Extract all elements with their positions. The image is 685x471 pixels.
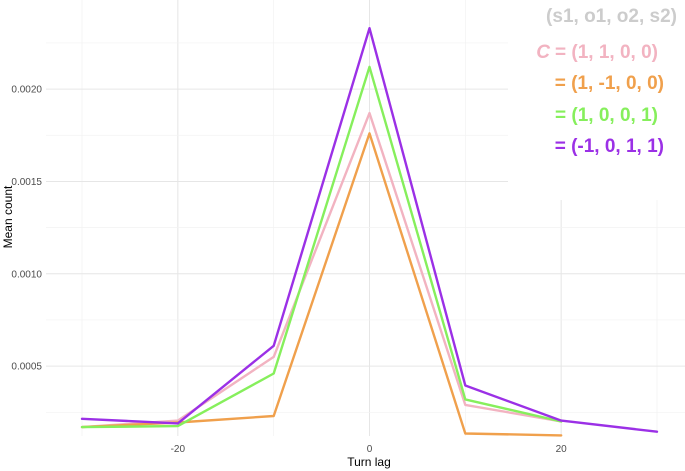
legend-background bbox=[508, 0, 685, 200]
legend: (s1, o1, o2, s2) C = (1, 1, 0, 0) = (1, -… bbox=[508, 0, 685, 200]
x-tick-label: -20 bbox=[171, 444, 186, 455]
series-line-4 bbox=[80, 27, 659, 433]
series-lines bbox=[80, 27, 659, 437]
y-tick-label: 0.0015 bbox=[11, 177, 42, 188]
legend-header: (s1, o1, o2, s2) bbox=[546, 6, 677, 27]
y-tick-label: 0.0010 bbox=[11, 269, 42, 280]
x-axis-title: Turn lag bbox=[347, 455, 391, 469]
legend-entry-label: C = (1, 1, 0, 0) bbox=[536, 42, 658, 63]
x-tick-label: 20 bbox=[556, 444, 568, 455]
legend-entry-3: = (1, 0, 0, 1) bbox=[555, 105, 658, 126]
y-tick-label: 0.0020 bbox=[11, 85, 42, 96]
y-axis-ticks: 0.0005 0.0010 0.0015 0.0020 bbox=[11, 85, 42, 373]
legend-entry-2: = (1, -1, 0, 0) bbox=[555, 73, 664, 94]
legend-entry-1-text: = (1, 1, 0, 0) bbox=[555, 42, 658, 63]
x-axis-ticks: -20 0 20 bbox=[171, 444, 568, 455]
y-axis-title: Mean count bbox=[1, 185, 15, 248]
legend-prefix: C bbox=[536, 42, 550, 63]
y-tick-label: 0.0005 bbox=[11, 362, 42, 373]
x-tick-label: 0 bbox=[367, 444, 373, 455]
legend-entry-4: = (-1, 0, 1, 1) bbox=[555, 136, 664, 157]
series-line-3 bbox=[80, 65, 563, 429]
